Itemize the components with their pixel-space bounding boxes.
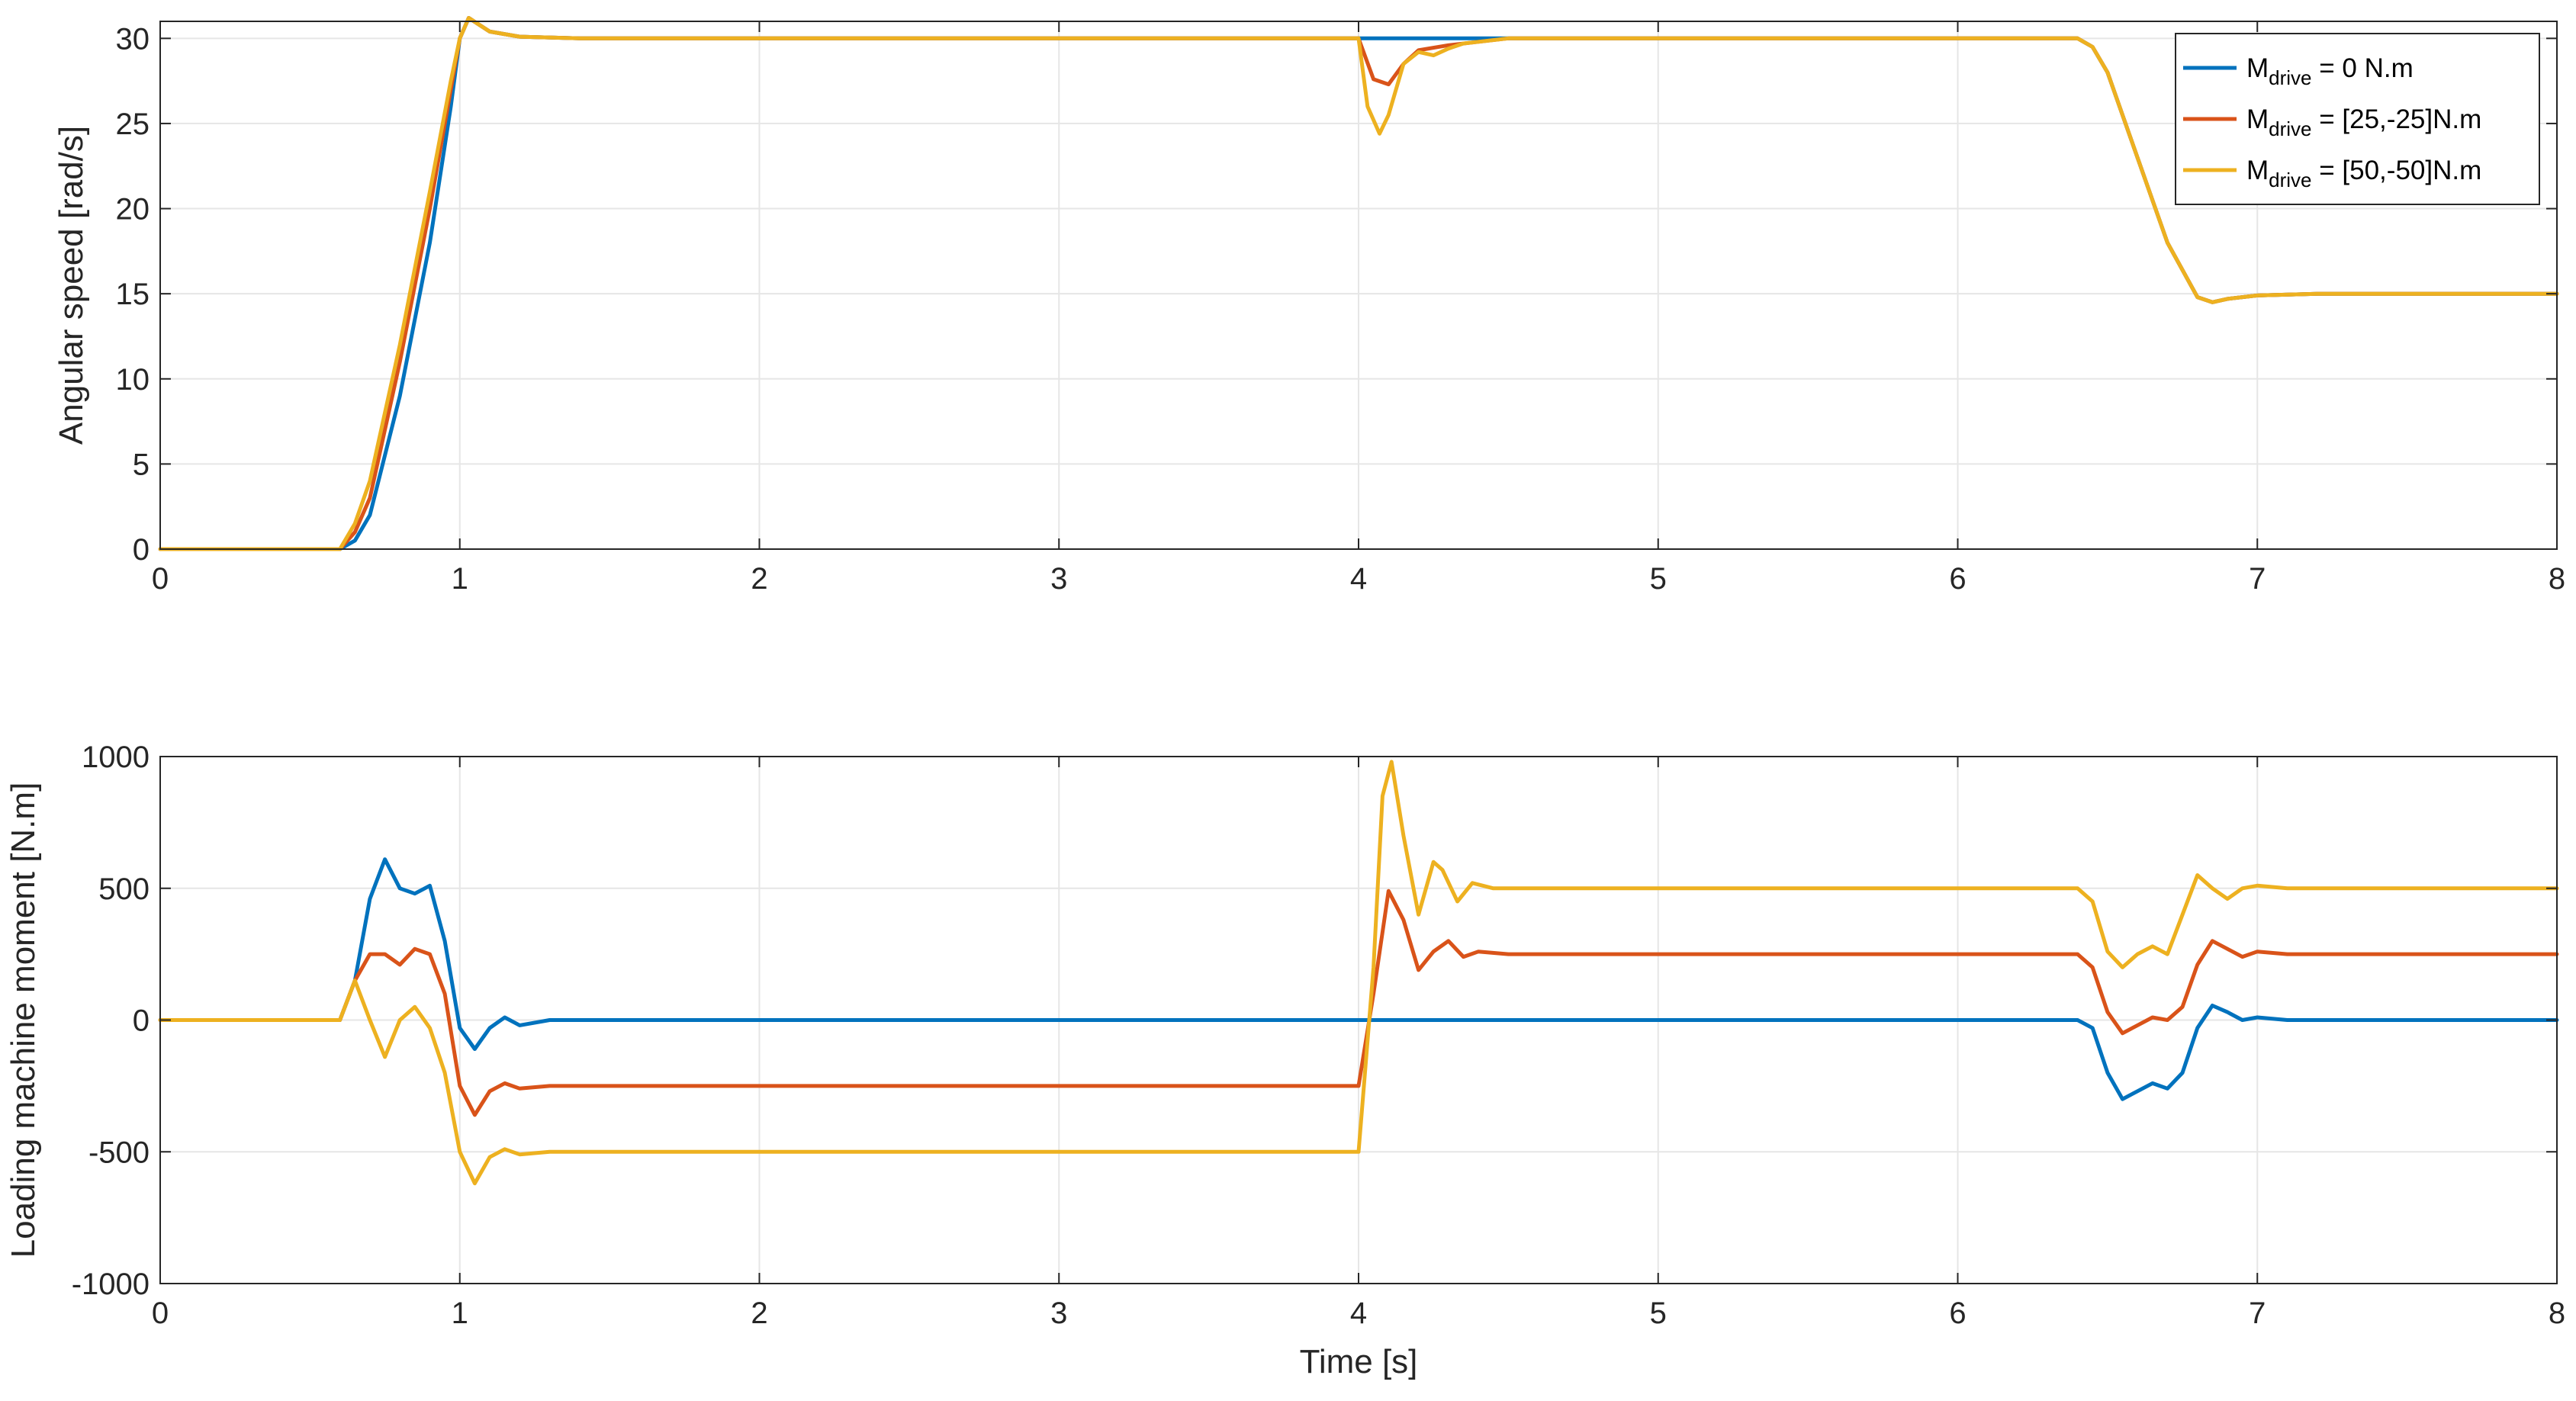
moment-plot-ticks: 0 1 2 3 4 5 6 7 8 -1000 -500 0 500 1000 — [72, 741, 2565, 1330]
legend-item-2: Mdrive = [50,-50]N.m — [2183, 156, 2481, 191]
y-tick-label: 500 — [98, 872, 150, 906]
x-tick-label: 4 — [1350, 1297, 1367, 1330]
y-tick-label: 0 — [133, 533, 150, 567]
y-tick-label: 0 — [133, 1004, 150, 1038]
moment-plot: 0 1 2 3 4 5 6 7 8 -1000 -500 0 500 1000 Loading machi… — [5, 741, 2565, 1380]
x-tick-label: 4 — [1350, 562, 1367, 596]
legend-label-0: Mdrive = 0 N.m — [2246, 53, 2414, 89]
y-tick-label: -1000 — [72, 1268, 150, 1301]
x-tick-label: 3 — [1050, 562, 1067, 596]
legend-item-1: Mdrive = [25,-25]N.m — [2183, 104, 2481, 140]
x-tick-label: 2 — [751, 562, 767, 596]
speed-y-axis-label: Angular speed [rad/s] — [53, 126, 90, 445]
legend-label-1: Mdrive = [25,-25]N.m — [2246, 104, 2481, 140]
legend-item-0: Mdrive = 0 N.m — [2183, 53, 2414, 89]
moment-x-axis-label: Time [s] — [1300, 1343, 1418, 1380]
speed-plot-ticks: 0 1 2 3 4 5 6 7 8 0 5 10 15 20 25 30 — [116, 21, 2565, 596]
series-line-1 — [158, 888, 2559, 1117]
x-tick-label: 8 — [2549, 562, 2565, 596]
y-tick-label: 20 — [116, 193, 150, 227]
moment-plot-lines — [158, 760, 2559, 1186]
x-tick-label: 7 — [2249, 1297, 2266, 1330]
x-tick-label: 3 — [1050, 1297, 1067, 1330]
legend-label-2: Mdrive = [50,-50]N.m — [2246, 156, 2481, 191]
y-tick-label: 1000 — [82, 741, 150, 774]
x-tick-label: 2 — [751, 1297, 767, 1330]
speed-plot: 0 1 2 3 4 5 6 7 8 0 5 10 15 20 25 30 Angular speed [rad… — [53, 16, 2565, 596]
x-tick-label: 5 — [1650, 1297, 1667, 1330]
y-tick-label: 15 — [116, 278, 150, 311]
x-tick-label: 1 — [452, 1297, 468, 1330]
y-tick-label: 10 — [116, 363, 150, 397]
y-tick-label: -500 — [88, 1136, 150, 1169]
x-tick-label: 1 — [452, 562, 468, 596]
y-tick-label: 5 — [133, 448, 150, 481]
x-tick-label: 6 — [1949, 562, 1966, 596]
x-tick-label: 5 — [1650, 562, 1667, 596]
series-line-2 — [158, 16, 2559, 551]
moment-y-axis-label: Loading machine moment [N.m] — [5, 782, 42, 1258]
legend: Mdrive = 0 N.m Mdrive = [25,-25]N.m Mdri… — [2175, 33, 2540, 205]
speed-plot-lines — [158, 16, 2559, 551]
x-tick-label: 6 — [1949, 1297, 1966, 1330]
series-line-2 — [158, 760, 2559, 1186]
y-tick-label: 25 — [116, 108, 150, 141]
x-tick-label: 0 — [152, 562, 169, 596]
series-line-0 — [158, 857, 2559, 1101]
x-tick-label: 8 — [2549, 1297, 2565, 1330]
y-tick-label: 30 — [116, 22, 150, 56]
x-tick-label: 0 — [152, 1297, 169, 1330]
x-tick-label: 7 — [2249, 562, 2266, 596]
